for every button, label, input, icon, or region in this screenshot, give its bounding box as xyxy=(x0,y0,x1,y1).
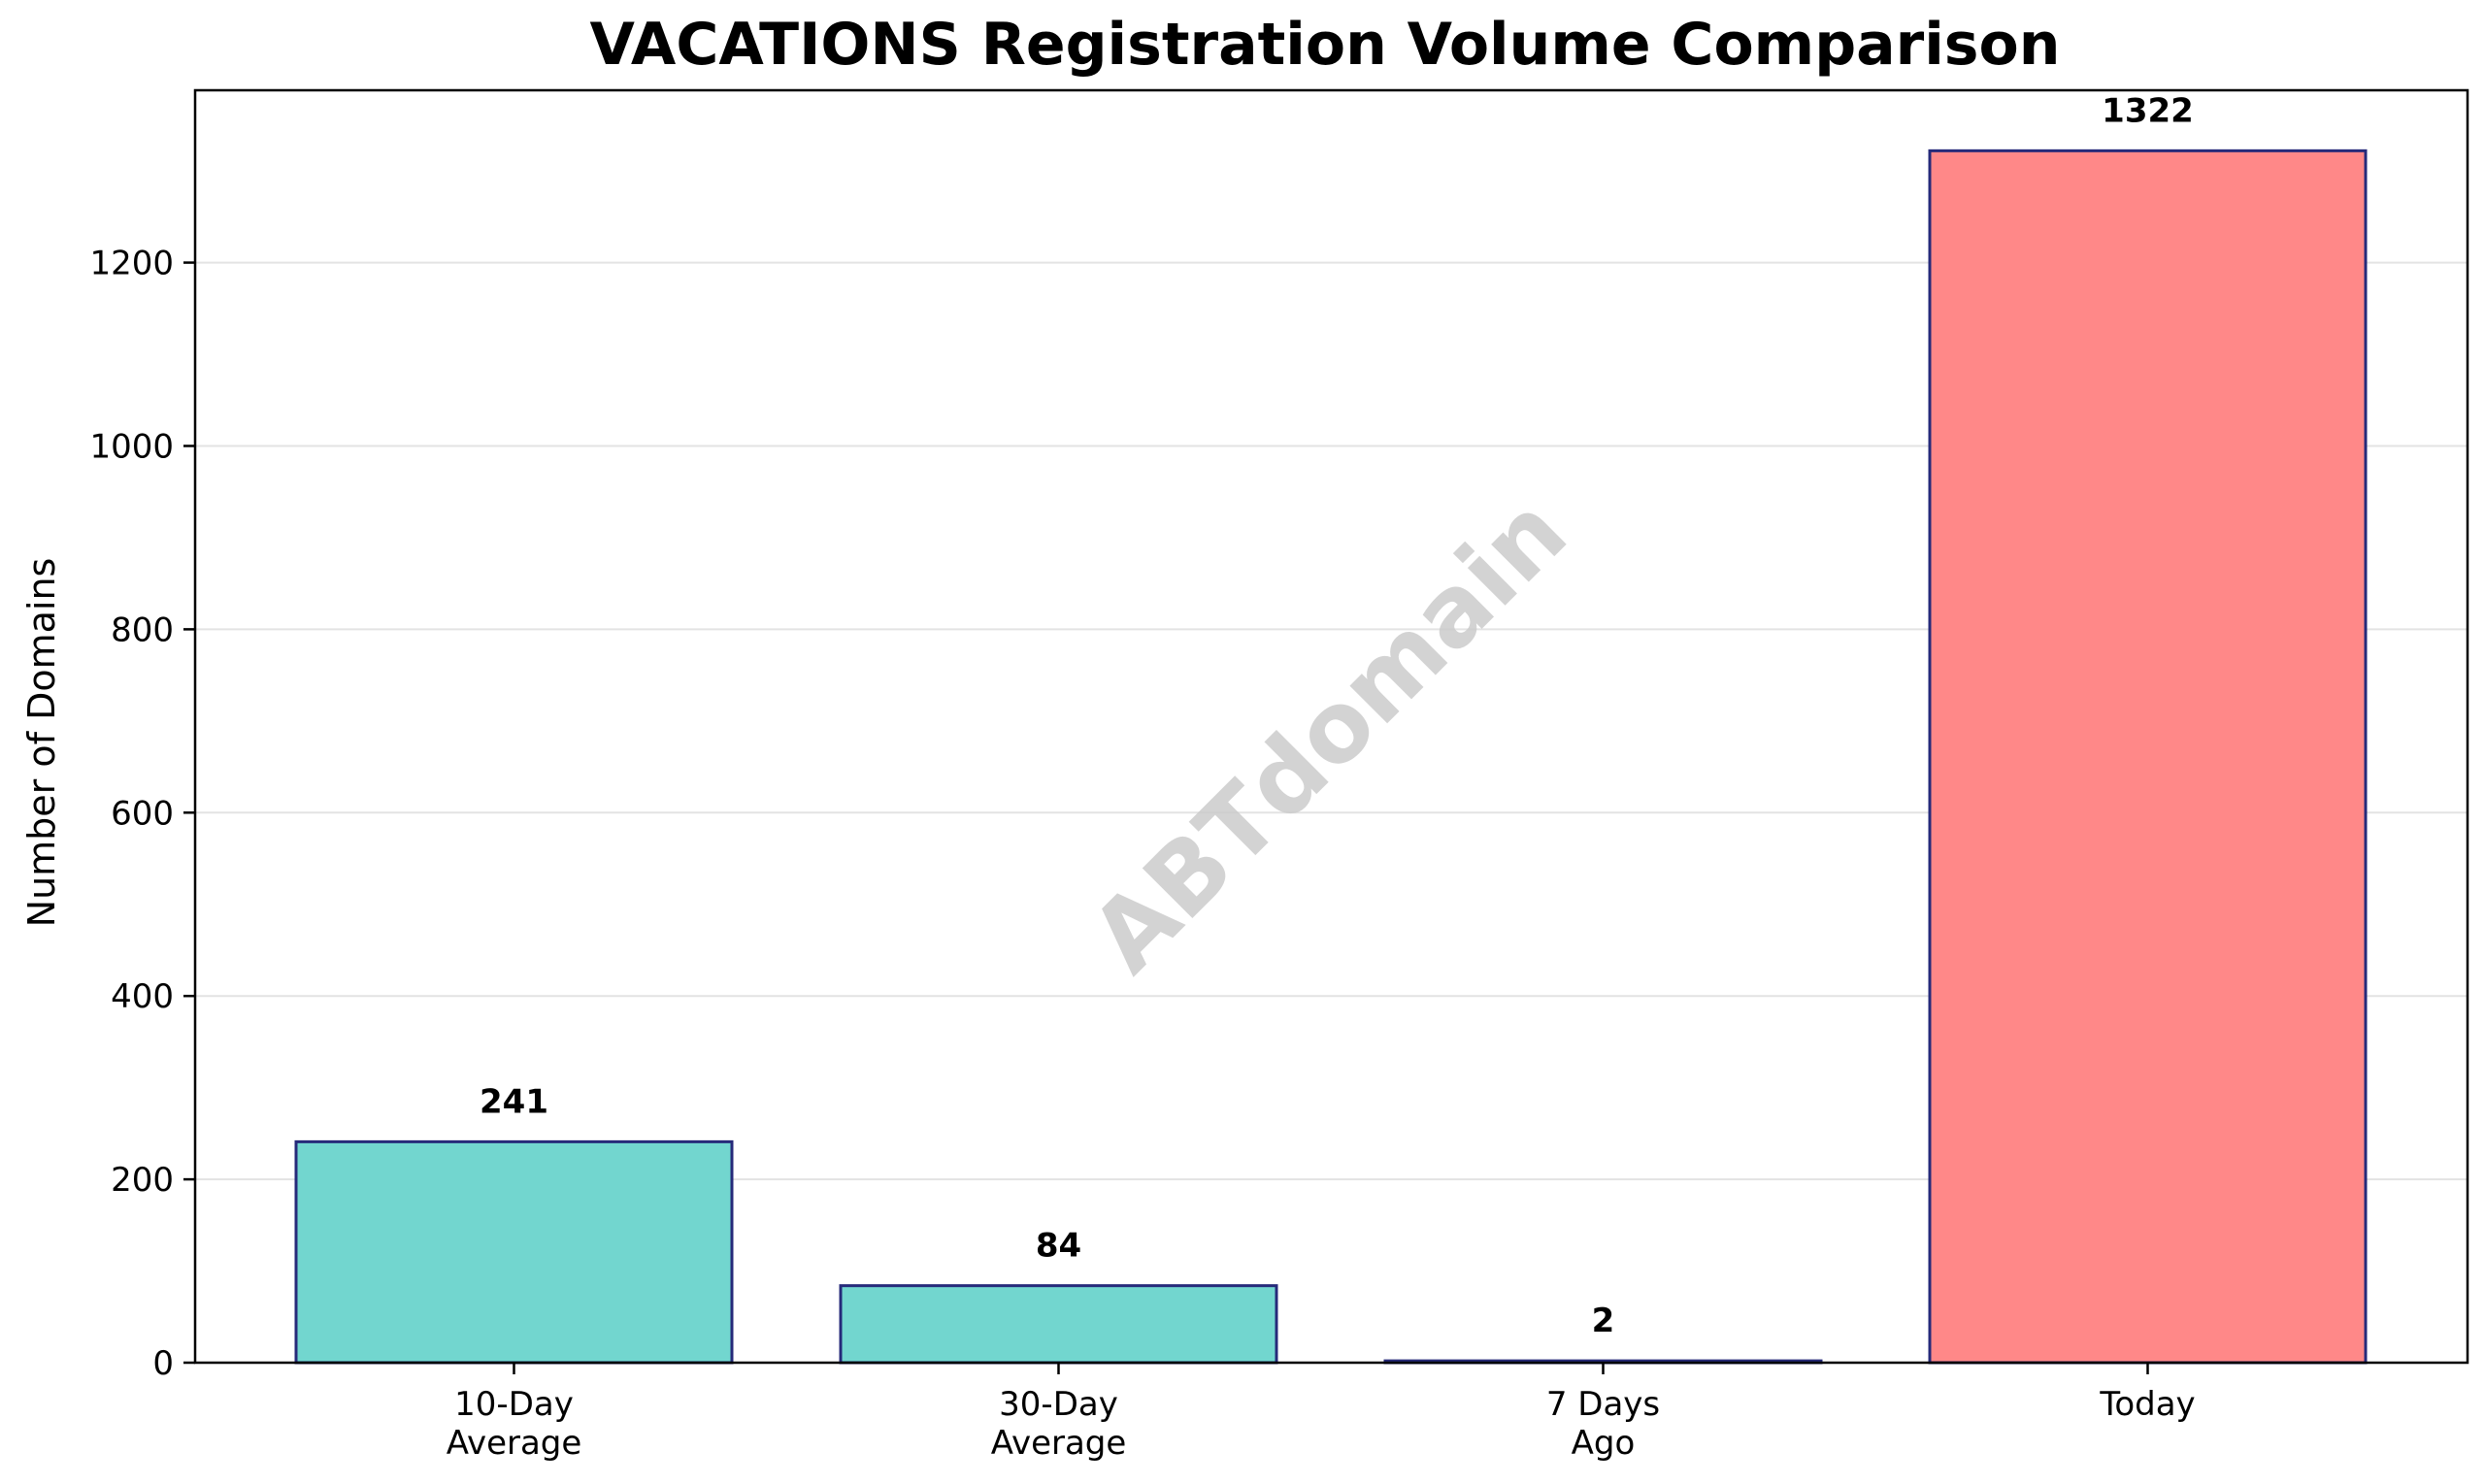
bar-3 xyxy=(1928,148,2368,1365)
plot-area-frame xyxy=(193,88,2469,1365)
y-tick-label-5: 1000 xyxy=(89,427,174,466)
y-tick-label-3: 600 xyxy=(111,794,174,833)
data-label-3: 1322 xyxy=(2102,91,2194,130)
data-label-0: 241 xyxy=(480,1082,548,1121)
x-tick-label-0: 10-Day Average xyxy=(447,1385,582,1463)
y-tick-label-1: 200 xyxy=(111,1161,174,1200)
y-tick-label-6: 1200 xyxy=(89,245,174,283)
bar-0 xyxy=(294,1139,734,1365)
y-tick-label-4: 800 xyxy=(111,610,174,649)
y-axis: 0 200 400 600 800 1000 1200 xyxy=(89,245,195,1383)
x-axis: 10-Day Average 30-Day Average 7 Days Ago Today xyxy=(447,1363,2196,1463)
data-label-2: 2 xyxy=(1592,1302,1615,1340)
data-label-1: 84 xyxy=(1036,1227,1081,1266)
y-tick-label-0: 0 xyxy=(152,1344,174,1383)
bars xyxy=(294,148,2368,1365)
x-tick-label-3: Today xyxy=(2099,1385,2195,1424)
bar-1 xyxy=(839,1284,1278,1365)
x-tick-label-2: 7 Days Ago xyxy=(1546,1385,1660,1463)
y-axis-label: Number of Domains xyxy=(20,558,63,928)
y-tick-label-2: 400 xyxy=(111,977,174,1016)
chart-title: VACATIONS Registration Volume Comparison xyxy=(590,11,2061,79)
data-labels: 241 84 2 1322 xyxy=(480,91,2194,1340)
x-tick-label-1: 30-Day Average xyxy=(991,1385,1127,1463)
